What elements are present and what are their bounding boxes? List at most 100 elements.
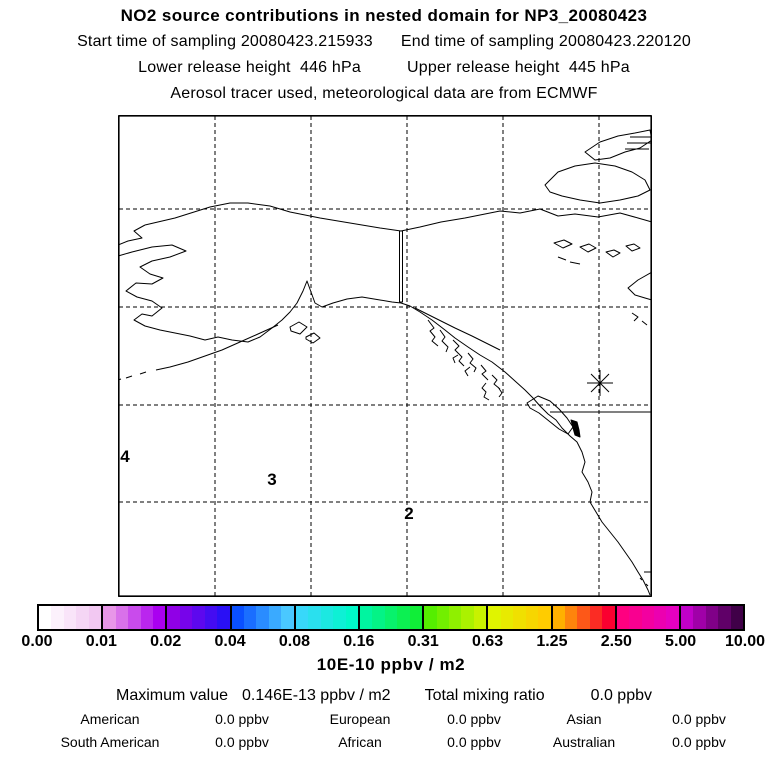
colorbar-tick-label: 0.04 <box>214 633 246 650</box>
colorbar-segment <box>357 606 423 629</box>
colorbar-tick-label: 0.08 <box>278 633 311 650</box>
colorbar-step <box>103 606 116 629</box>
colorbar-step <box>167 606 180 629</box>
region-stats-table: American 0.0 ppbv European 0.0 ppbv Asia… <box>34 711 740 750</box>
region-name: European <box>329 711 391 727</box>
colorbar-unit-label: 10E-10 ppbv / m2 <box>316 655 466 674</box>
coastlines <box>118 129 652 596</box>
colorbar-step <box>602 606 615 629</box>
colorbar-step <box>525 606 539 629</box>
start-time-text: Start time of sampling 20080423.215933 <box>77 33 373 50</box>
colorbar-step <box>295 606 309 629</box>
colorbar-segment <box>165 606 230 629</box>
colorbar-step <box>641 606 654 629</box>
total-mixing-ratio-value: 0.0 ppbv <box>590 687 652 704</box>
colorbar-tick-label: 0.31 <box>407 633 439 650</box>
colorbar-step <box>424 606 437 629</box>
colorbar-step <box>436 606 449 629</box>
stats-summary-row: Maximum value 0.146E-13 ppbv / m2 Total … <box>0 687 768 705</box>
colorbar-tick-label: 1.25 <box>536 633 568 650</box>
colorbar-tick-label: 10.00 <box>724 633 766 650</box>
region-value: 0.0 ppbv <box>672 711 726 727</box>
colorbar-step <box>718 606 731 629</box>
colorbar-step <box>140 606 153 629</box>
colorbar-step <box>538 606 551 629</box>
colorbar-step <box>500 606 514 629</box>
colorbar-step <box>63 606 77 629</box>
colorbar-step <box>179 606 193 629</box>
colorbar-tick-label: 0.16 <box>343 633 375 650</box>
colorbar-step <box>730 606 744 629</box>
colorbar-tick-label: 2.50 <box>600 633 632 650</box>
colorbar-step <box>577 606 590 629</box>
colorbar-step <box>192 606 205 629</box>
colorbar-step <box>115 606 129 629</box>
release-location-star-icon <box>587 370 613 396</box>
colorbar-step <box>409 606 423 629</box>
colorbar-tick-label: 0.63 <box>471 633 504 650</box>
header-block: NO2 source contributions in nested domai… <box>0 5 768 104</box>
colorbar-step <box>564 606 578 629</box>
map-gridlines <box>119 116 651 596</box>
colorbar-step <box>281 606 294 629</box>
colorbar-step <box>552 606 565 629</box>
map-frame <box>118 115 652 597</box>
colorbar-step <box>76 606 89 629</box>
colorbar-step <box>461 606 474 629</box>
colorbar-segment <box>422 606 487 629</box>
region-name: South American <box>60 734 160 750</box>
colorbar-segment <box>101 606 166 629</box>
colorbar-step <box>308 606 321 629</box>
colorbar-step <box>217 606 230 629</box>
colorbar-tick-label: 0.00 <box>21 633 53 650</box>
colorbar-segment <box>229 606 294 629</box>
trajectory-day-label-3: 3 <box>267 470 276 489</box>
region-value: 0.0 ppbv <box>215 711 269 727</box>
colorbar-step <box>320 606 334 629</box>
alaska-canada-border <box>399 230 403 303</box>
colorbar-tick-label: 5.00 <box>665 633 697 650</box>
colorbar-step <box>680 606 694 629</box>
upper-release-height-text: Upper release height 445 hPa <box>407 59 630 76</box>
colorbar-step <box>244 606 257 629</box>
colorbar <box>37 604 745 631</box>
region-name: Asian <box>566 711 602 727</box>
colorbar-segment <box>550 606 615 629</box>
region-value: 0.0 ppbv <box>672 734 726 750</box>
region-name: African <box>338 734 382 750</box>
region-name: American <box>80 711 140 727</box>
colorbar-step <box>589 606 603 629</box>
colorbar-step <box>629 606 642 629</box>
colorbar-step <box>333 606 346 629</box>
colorbar-step <box>345 606 358 629</box>
colorbar-segment <box>614 606 679 629</box>
colorbar-segment <box>293 606 358 629</box>
trajectory-day-label-4: 4 <box>120 447 130 466</box>
colorbar-step <box>666 606 679 629</box>
colorbar-step <box>152 606 166 629</box>
map-panel: 4 3 2 <box>118 115 652 597</box>
region-value: 0.0 ppbv <box>447 734 501 750</box>
tracer-note-text: Aerosol tracer used, meteorological data… <box>170 85 598 102</box>
maximum-value: 0.146E-13 ppbv / m2 <box>242 687 391 704</box>
region-value: 0.0 ppbv <box>215 734 269 750</box>
colorbar-ticks: 0.00 0.01 0.02 0.04 0.08 0.16 0.31 0.63 1.25 2.50… <box>21 633 765 651</box>
colorbar-step <box>513 606 526 629</box>
region-name: Australian <box>552 734 616 750</box>
trajectory-day-label-2: 2 <box>404 504 413 523</box>
colorbar-step <box>449 606 462 629</box>
colorbar-segment <box>678 606 744 629</box>
region-value: 0.0 ppbv <box>447 711 501 727</box>
colorbar-step <box>39 606 52 629</box>
colorbar-tick-label: 0.02 <box>150 633 182 650</box>
colorbar-step <box>128 606 141 629</box>
page-title: NO2 source contributions in nested domai… <box>120 6 648 25</box>
colorbar-step <box>384 606 398 629</box>
colorbar-step <box>359 606 373 629</box>
colorbar-step <box>488 606 501 629</box>
colorbar-step <box>204 606 218 629</box>
end-time-text: End time of sampling 20080423.220120 <box>400 33 691 50</box>
colorbar-step <box>397 606 410 629</box>
colorbar-step <box>88 606 102 629</box>
colorbar-step <box>654 606 667 629</box>
